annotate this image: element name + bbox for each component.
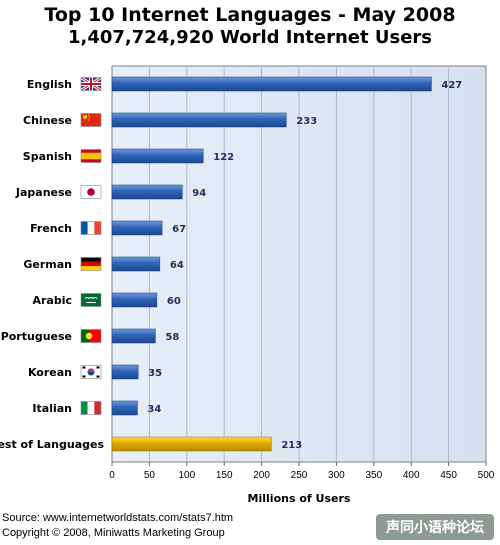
flag-border	[80, 149, 102, 163]
data-label: 67	[172, 224, 186, 235]
flag-border	[80, 365, 102, 379]
data-label: 35	[148, 368, 162, 379]
chart-title: Top 10 Internet Languages - May 2008	[44, 4, 456, 26]
bar-portuguese	[111, 328, 156, 344]
flag-part	[94, 401, 101, 415]
bar-spanish	[111, 148, 204, 164]
category-label: Japanese	[15, 186, 72, 199]
flag-part	[81, 221, 88, 235]
flag-part	[81, 83, 101, 85]
japan-flag-icon	[80, 185, 102, 199]
x-axis-label: Millions of Users	[248, 492, 351, 505]
category-label: German	[23, 258, 72, 271]
flag-part	[83, 115, 87, 119]
portugal-flag-icon	[80, 329, 102, 343]
flag-part	[87, 221, 95, 235]
data-label: 427	[441, 80, 462, 91]
bar-german	[111, 256, 161, 272]
bar-arabic	[111, 292, 158, 308]
germany-flag-icon	[80, 257, 102, 271]
flag-part	[85, 332, 93, 340]
data-label: 58	[165, 332, 179, 343]
flag-part	[87, 119, 90, 121]
x-tick-label: 0	[109, 470, 115, 481]
x-tick-label: 150	[216, 470, 233, 481]
chart-subtitle: 1,407,724,920 World Internet Users	[67, 27, 433, 48]
x-tick-label: 200	[253, 470, 270, 481]
flag-part	[81, 293, 101, 307]
bar-italian	[111, 400, 138, 416]
flag-part	[81, 266, 101, 271]
x-tick-label: 350	[365, 470, 382, 481]
bar-chinese	[111, 112, 287, 128]
data-label: 213	[281, 440, 302, 451]
flag-part	[87, 401, 95, 415]
flag-part	[88, 117, 91, 120]
category-label: Spanish	[23, 150, 72, 163]
category-label: French	[30, 222, 72, 235]
flag-border	[80, 401, 102, 415]
source-note: Source: www.internetworldstats.com/stats…	[2, 512, 234, 524]
x-tick-label: 300	[328, 470, 345, 481]
data-label: 60	[167, 296, 181, 307]
data-label: 94	[192, 188, 206, 199]
x-tick-label: 400	[403, 470, 420, 481]
flag-part	[87, 114, 90, 116]
saudi-flag-icon	[80, 293, 102, 307]
france-flag-icon	[80, 221, 102, 235]
bar-rest-of-languages	[111, 436, 272, 452]
korea-flag-icon	[80, 365, 102, 379]
china-flag-icon	[80, 113, 102, 127]
chart-title-block: Top 10 Internet Languages - May 2008 1,4…	[0, 4, 500, 50]
flag-part	[96, 375, 100, 378]
flag-part	[84, 297, 98, 300]
flag-part	[82, 375, 86, 378]
flag-border	[80, 257, 102, 271]
category-label: Portuguese	[1, 330, 72, 343]
flag-part	[88, 115, 91, 118]
italy-flag-icon	[80, 401, 102, 415]
x-tick-label: 50	[144, 470, 156, 481]
flag-part	[81, 152, 101, 160]
data-label: 233	[296, 116, 317, 127]
flag-border	[80, 221, 102, 235]
flag-part	[81, 261, 101, 267]
flag-part	[87, 368, 95, 372]
flag-part	[81, 329, 89, 343]
category-label: Arabic	[32, 294, 72, 307]
spain-flag-icon	[80, 149, 102, 163]
category-label: English	[27, 78, 72, 91]
flag-part	[81, 401, 88, 415]
x-tick-label: 450	[440, 470, 457, 481]
flag-border	[80, 77, 102, 91]
bar-korean	[111, 364, 139, 380]
data-label: 34	[147, 404, 161, 415]
flag-border	[80, 113, 102, 127]
data-label: 64	[170, 260, 184, 271]
x-tick-label: 500	[478, 470, 495, 481]
x-tick-label: 250	[291, 470, 308, 481]
flag-border	[80, 293, 102, 307]
flag-part	[87, 188, 95, 196]
category-label: Korean	[28, 366, 72, 379]
bar-english	[111, 76, 432, 92]
copyright-note: Copyright © 2008, Miniwatts Marketing Gr…	[2, 527, 225, 539]
flag-part	[94, 221, 101, 235]
flag-border	[80, 185, 102, 199]
forum-watermark: 声同小语种论坛	[376, 514, 494, 540]
uk-flag-icon	[80, 76, 102, 92]
flag-part	[81, 257, 101, 262]
flag-border	[80, 329, 102, 343]
category-label: Rest of Languages	[0, 438, 104, 451]
flag-part	[96, 366, 100, 369]
flag-part	[82, 366, 86, 369]
data-label: 122	[213, 152, 234, 163]
bar-japanese	[111, 184, 183, 200]
category-label: Italian	[32, 402, 72, 415]
x-tick-label: 100	[178, 470, 195, 481]
category-label: Chinese	[23, 114, 72, 127]
bar-french	[111, 220, 163, 236]
